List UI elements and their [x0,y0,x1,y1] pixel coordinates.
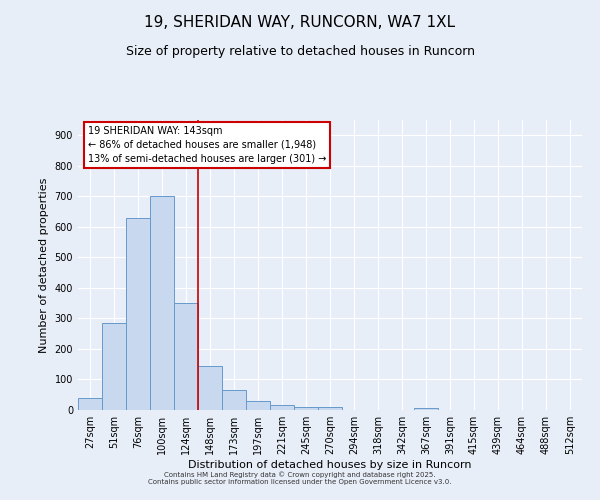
Bar [222,390,246,410]
Text: Size of property relative to detached houses in Runcorn: Size of property relative to detached ho… [125,45,475,58]
Text: Contains HM Land Registry data © Crown copyright and database right 2025.
Contai: Contains HM Land Registry data © Crown c… [148,472,452,485]
Bar [150,196,174,410]
Bar [174,303,198,410]
Bar [78,398,102,410]
Text: 19 SHERIDAN WAY: 143sqm
← 86% of detached houses are smaller (1,948)
13% of semi: 19 SHERIDAN WAY: 143sqm ← 86% of detache… [88,126,326,164]
Y-axis label: Number of detached properties: Number of detached properties [39,178,49,352]
Text: 19, SHERIDAN WAY, RUNCORN, WA7 1XL: 19, SHERIDAN WAY, RUNCORN, WA7 1XL [145,15,455,30]
Bar [198,366,222,410]
Bar [294,407,318,410]
Bar [414,408,438,410]
Bar [102,323,126,410]
X-axis label: Distribution of detached houses by size in Runcorn: Distribution of detached houses by size … [188,460,472,470]
Bar [318,407,342,410]
Bar [246,401,270,410]
Bar [270,406,294,410]
Bar [126,218,150,410]
